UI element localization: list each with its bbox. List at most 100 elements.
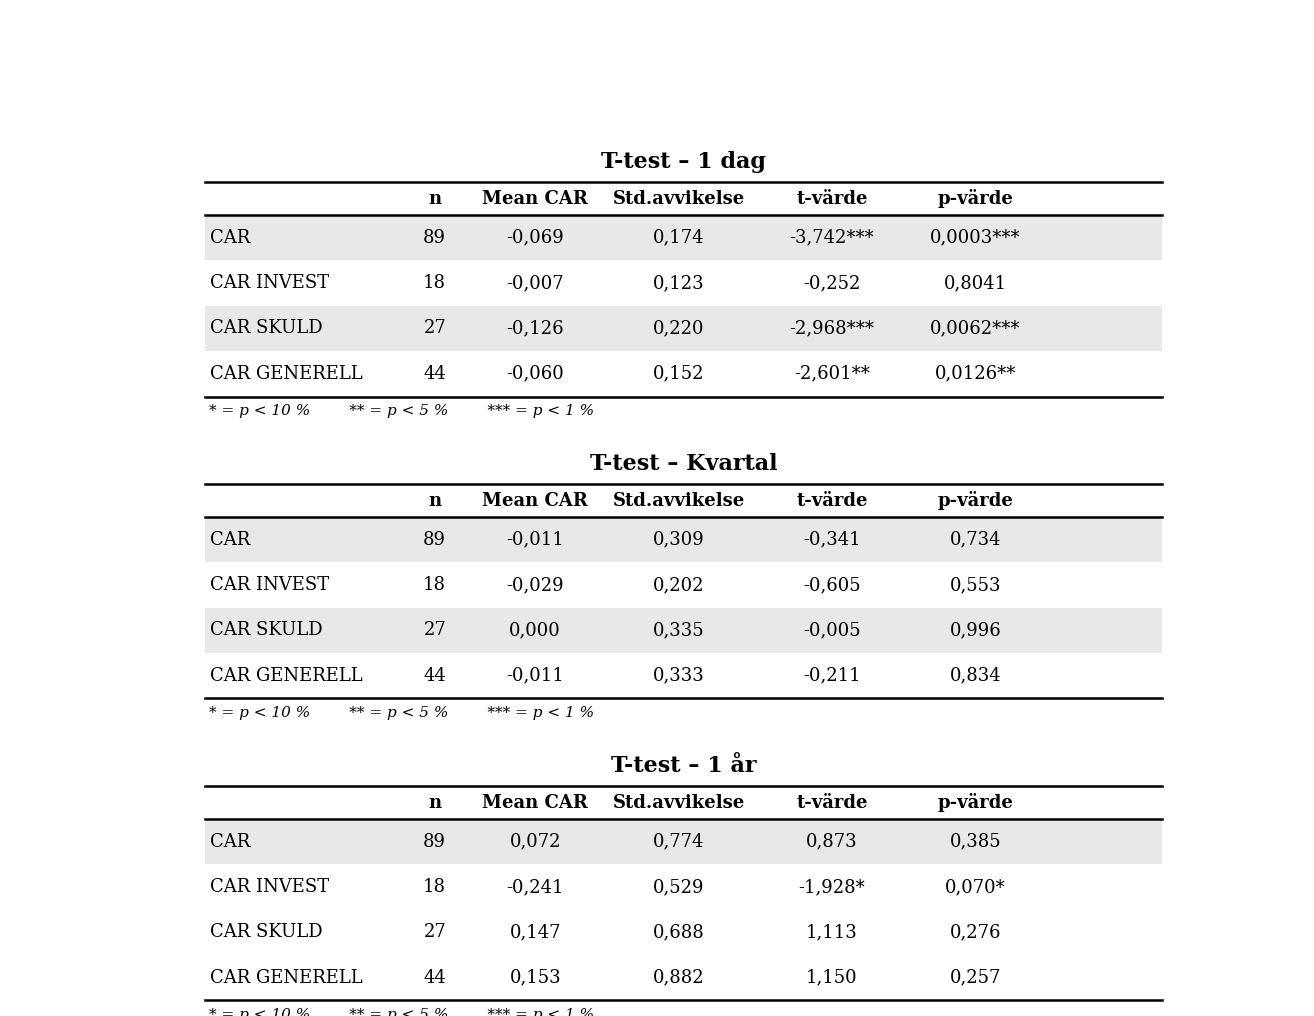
- Text: CAR SKULD: CAR SKULD: [210, 622, 322, 639]
- Text: -2,601**: -2,601**: [794, 365, 870, 383]
- Text: p-värde: p-värde: [938, 189, 1013, 208]
- Text: -2,968***: -2,968***: [790, 319, 875, 337]
- Bar: [205, 260, 1162, 306]
- Text: CAR: CAR: [210, 530, 250, 549]
- Text: -0,069: -0,069: [506, 229, 564, 247]
- Text: 0,070*: 0,070*: [945, 878, 1007, 896]
- Text: -3,742***: -3,742***: [790, 229, 874, 247]
- Bar: [205, 865, 1162, 909]
- Text: 0,309: 0,309: [653, 530, 704, 549]
- Text: -0,029: -0,029: [506, 576, 564, 594]
- Text: CAR INVEST: CAR INVEST: [210, 878, 328, 896]
- Text: 27: 27: [423, 924, 445, 942]
- Text: -0,007: -0,007: [506, 274, 564, 292]
- Text: Mean CAR: Mean CAR: [482, 492, 589, 510]
- Text: 44: 44: [423, 969, 445, 987]
- Bar: [205, 563, 1162, 608]
- Text: 18: 18: [423, 274, 447, 292]
- Bar: [205, 653, 1162, 698]
- Text: t-värde: t-värde: [796, 492, 867, 510]
- Text: 0,553: 0,553: [950, 576, 1001, 594]
- Bar: [205, 182, 1162, 215]
- Text: 27: 27: [423, 319, 445, 337]
- Text: CAR: CAR: [210, 229, 250, 247]
- Text: 0,0003***: 0,0003***: [930, 229, 1021, 247]
- Text: n: n: [428, 793, 442, 812]
- Text: 0,834: 0,834: [950, 666, 1001, 685]
- Bar: [205, 517, 1162, 563]
- Bar: [205, 306, 1162, 352]
- Text: -0,241: -0,241: [506, 878, 564, 896]
- Text: 0,147: 0,147: [510, 924, 561, 942]
- Text: 0,385: 0,385: [950, 833, 1001, 850]
- Text: Std.avvikelse: Std.avvikelse: [612, 190, 745, 207]
- Text: -0,605: -0,605: [803, 576, 861, 594]
- Text: 0,734: 0,734: [950, 530, 1001, 549]
- Text: 0,123: 0,123: [653, 274, 704, 292]
- Text: 1,113: 1,113: [805, 924, 858, 942]
- Text: T-test – 1 dag: T-test – 1 dag: [602, 150, 766, 173]
- Text: 0,8041: 0,8041: [943, 274, 1007, 292]
- Text: n: n: [428, 190, 442, 207]
- Text: CAR SKULD: CAR SKULD: [210, 924, 322, 942]
- Text: 0,202: 0,202: [653, 576, 704, 594]
- Bar: [205, 909, 1162, 955]
- Text: T-test – Kvartal: T-test – Kvartal: [590, 453, 778, 474]
- Text: CAR GENERELL: CAR GENERELL: [210, 666, 363, 685]
- Bar: [205, 215, 1162, 260]
- Text: -0,126: -0,126: [506, 319, 564, 337]
- Text: -1,928*: -1,928*: [799, 878, 866, 896]
- Bar: [205, 786, 1162, 819]
- Text: -0,211: -0,211: [803, 666, 861, 685]
- Text: n: n: [428, 492, 442, 510]
- Text: CAR GENERELL: CAR GENERELL: [210, 969, 363, 987]
- Text: 44: 44: [423, 666, 445, 685]
- Text: 44: 44: [423, 365, 445, 383]
- Text: -0,011: -0,011: [506, 530, 564, 549]
- Bar: [205, 819, 1162, 865]
- Text: 0,0062***: 0,0062***: [930, 319, 1021, 337]
- Text: 0,529: 0,529: [653, 878, 704, 896]
- Text: 1,150: 1,150: [807, 969, 858, 987]
- Text: 0,153: 0,153: [510, 969, 561, 987]
- Text: 0,220: 0,220: [653, 319, 704, 337]
- Text: 0,774: 0,774: [653, 833, 704, 850]
- Text: 0,257: 0,257: [950, 969, 1001, 987]
- Text: 0,276: 0,276: [950, 924, 1001, 942]
- Text: 89: 89: [423, 530, 447, 549]
- Text: 0,0126**: 0,0126**: [934, 365, 1016, 383]
- Text: CAR INVEST: CAR INVEST: [210, 274, 328, 292]
- Text: CAR: CAR: [210, 833, 250, 850]
- Text: -0,005: -0,005: [803, 622, 861, 639]
- Text: 0,000: 0,000: [510, 622, 561, 639]
- Text: 0,152: 0,152: [653, 365, 704, 383]
- Text: -0,252: -0,252: [803, 274, 861, 292]
- Text: Mean CAR: Mean CAR: [482, 793, 589, 812]
- Bar: [205, 608, 1162, 653]
- Text: -0,060: -0,060: [506, 365, 564, 383]
- Text: 18: 18: [423, 878, 447, 896]
- Text: 18: 18: [423, 576, 447, 594]
- Text: CAR INVEST: CAR INVEST: [210, 576, 328, 594]
- Bar: [205, 955, 1162, 1001]
- Text: 0,333: 0,333: [653, 666, 704, 685]
- Text: Mean CAR: Mean CAR: [482, 190, 589, 207]
- Text: -0,011: -0,011: [506, 666, 564, 685]
- Text: p-värde: p-värde: [938, 491, 1013, 510]
- Text: p-värde: p-värde: [938, 793, 1013, 812]
- Text: T-test – 1 år: T-test – 1 år: [611, 755, 757, 777]
- Text: Std.avvikelse: Std.avvikelse: [612, 793, 745, 812]
- Bar: [205, 352, 1162, 396]
- Text: 0,882: 0,882: [653, 969, 704, 987]
- Text: t-värde: t-värde: [796, 190, 867, 207]
- Text: * = p < 10 %        ** = p < 5 %        *** = p < 1 %: * = p < 10 % ** = p < 5 % *** = p < 1 %: [209, 404, 594, 419]
- Text: 0,873: 0,873: [807, 833, 858, 850]
- Text: -0,341: -0,341: [803, 530, 861, 549]
- Text: 0,335: 0,335: [653, 622, 704, 639]
- Bar: [205, 485, 1162, 517]
- Text: t-värde: t-värde: [796, 793, 867, 812]
- Text: Std.avvikelse: Std.avvikelse: [612, 492, 745, 510]
- Text: 0,072: 0,072: [510, 833, 561, 850]
- Text: CAR SKULD: CAR SKULD: [210, 319, 322, 337]
- Text: 89: 89: [423, 833, 447, 850]
